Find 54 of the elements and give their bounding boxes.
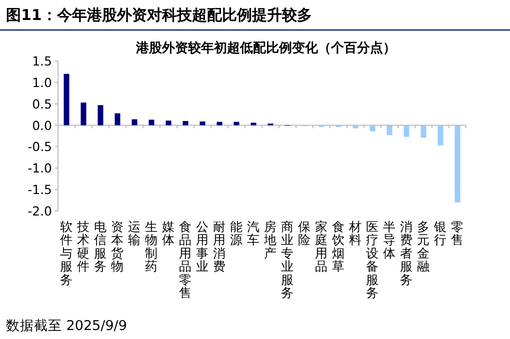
annotation: 数据截至 2025/9/9 (6, 318, 127, 334)
bar (80, 102, 86, 126)
x-tick-label: 软件与服务 (60, 219, 73, 287)
y-tick-label: -1.5 (28, 182, 52, 198)
bar (132, 119, 138, 126)
y-tick-label: -2.0 (28, 204, 52, 218)
x-tick-label: 生物制药 (145, 219, 158, 274)
y-tick-label: 1.0 (32, 74, 52, 90)
bar (234, 122, 240, 126)
bar (420, 125, 426, 138)
x-tick-label: 食饮烟草 (331, 219, 345, 274)
x-tick-label: 多元金融 (417, 219, 430, 274)
x-tick-label: 电信服务 (94, 219, 107, 274)
y-tick-label: -0.5 (28, 139, 52, 154)
bar (64, 74, 70, 126)
x-tick-label: 运输 (128, 219, 141, 248)
bar (148, 120, 154, 126)
bar (182, 121, 188, 126)
x-tick-label: 材料 (348, 219, 362, 248)
x-tick-label: 保险 (298, 219, 311, 248)
bar (438, 125, 444, 146)
x-tick-label: 食品用品零售 (179, 219, 192, 300)
x-tick-label: 技术硬件 (76, 219, 90, 274)
bar (114, 113, 120, 126)
bar (250, 122, 256, 126)
bar (404, 125, 410, 137)
y-tick-label: -1.0 (28, 160, 52, 176)
bar (386, 125, 392, 136)
x-tick-label: 耐用消费 (213, 219, 226, 274)
x-tick-label: 零售 (451, 219, 464, 248)
bar (454, 125, 460, 202)
x-tick-label: 房地产 (263, 219, 277, 260)
title: 图11：今年港股外资对科技超配比例提升较多 (6, 6, 312, 24)
bar (352, 125, 358, 128)
bar (98, 105, 104, 126)
y-tick-label: 1.5 (32, 54, 52, 68)
x-tick-label: 媒体 (162, 219, 175, 248)
x-tick-label: 公用事业 (196, 219, 209, 274)
x-tick-label: 商业专业服务 (281, 219, 294, 300)
y-tick-label: 0.0 (32, 118, 52, 133)
bar (166, 120, 172, 126)
bar (200, 121, 206, 126)
x-tick-label: 半导体 (383, 219, 396, 260)
bar (370, 125, 376, 132)
x-tick-label: 医疗设备服务 (366, 219, 379, 300)
x-tick-label: 家庭用品 (315, 219, 328, 274)
x-tick-label: 资本货物 (111, 219, 124, 274)
x-tick-label: 银行 (433, 219, 447, 248)
x-tick-label: 汽车 (247, 219, 260, 248)
x-tick-label: 能源 (230, 219, 243, 248)
subtitle: 港股外资较年初超低配比例变化（个百分点） (136, 41, 396, 56)
bar (216, 122, 222, 126)
y-tick-label: 0.5 (32, 96, 52, 112)
x-tick-label: 消费者服务 (400, 219, 413, 287)
